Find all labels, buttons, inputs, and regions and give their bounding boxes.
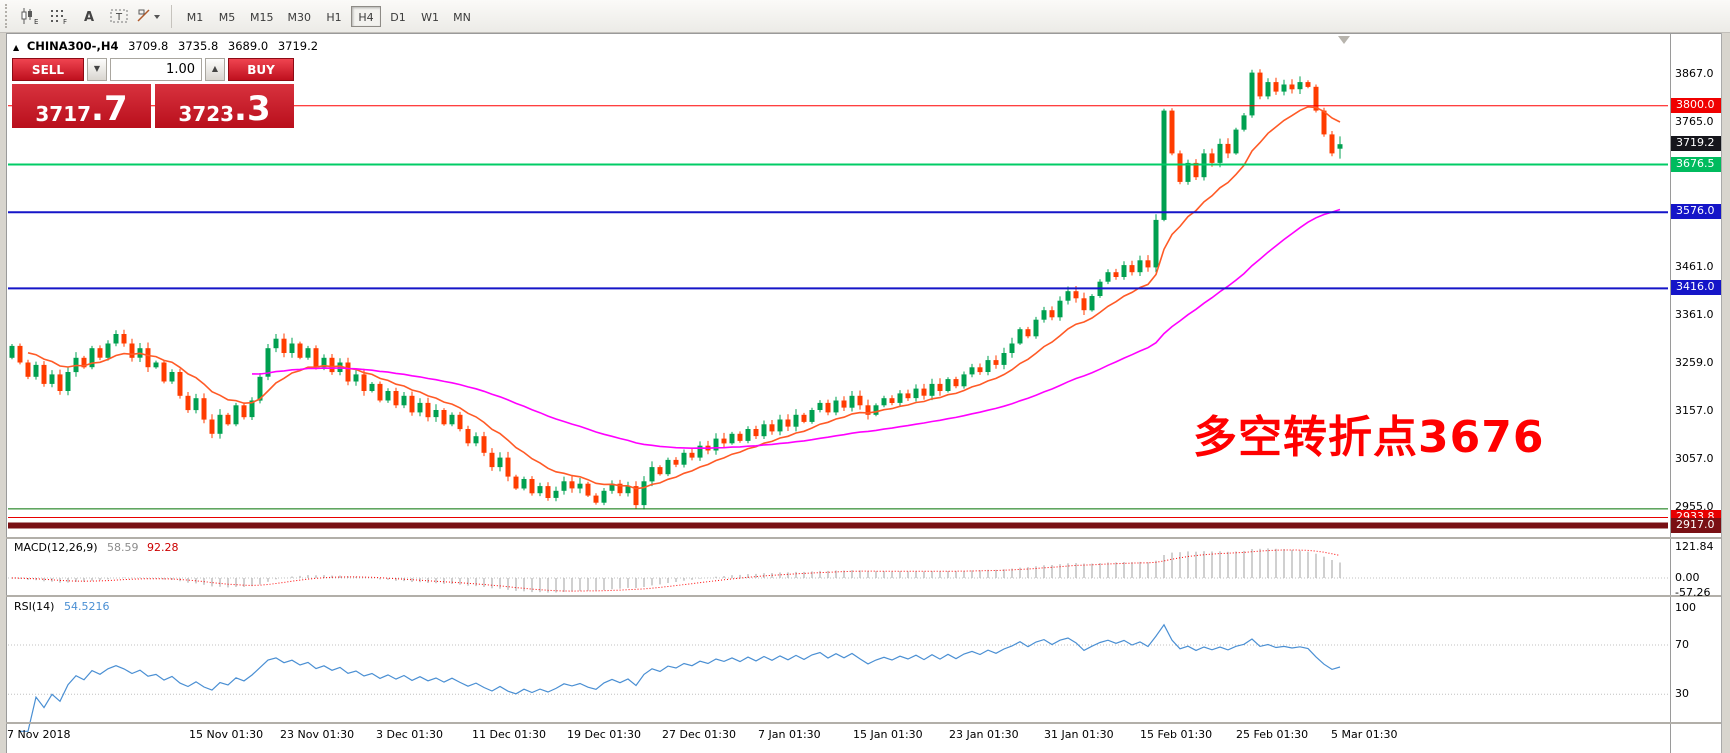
chart-annotation[interactable]: 多空转折点3676 <box>1193 412 1545 463</box>
panel-separator[interactable] <box>6 595 1722 597</box>
macd-axis-label: -57.26 <box>1675 585 1711 599</box>
svg-text:F: F <box>63 18 67 25</box>
symbol-marker-icon: ▲ <box>13 43 20 52</box>
sell-button[interactable]: SELL <box>12 58 84 81</box>
timeframe-h4[interactable]: H4 <box>351 5 381 27</box>
time-axis-label: 11 Dec 01:30 <box>472 728 546 741</box>
price-tag: 3800.0 <box>1671 97 1721 113</box>
time-axis-label: 15 Nov 01:30 <box>189 728 264 741</box>
rsi-value: 54.5216 <box>63 600 110 613</box>
macd-name: MACD(12,26,9) <box>14 541 98 554</box>
ohlc-high: 3735.8 <box>178 39 219 53</box>
price-tag: 3719.2 <box>1671 136 1721 152</box>
timeframe-m30[interactable]: M30 <box>287 10 312 24</box>
price-tag: 3676.5 <box>1671 156 1721 172</box>
timeframe-d1[interactable]: D1 <box>390 10 406 24</box>
toolbar-separator <box>171 4 172 28</box>
price-axis-label: 3765.0 <box>1675 115 1714 129</box>
time-axis-label: 15 Feb 01:30 <box>1140 728 1213 741</box>
buy-price-pips: .3 <box>234 89 271 130</box>
toolbar-grip[interactable] <box>5 4 9 28</box>
panel-separator[interactable] <box>6 537 1722 539</box>
buy-price-display[interactable]: 3723.3 <box>155 84 294 128</box>
timeframe-m5[interactable]: M5 <box>218 10 236 24</box>
time-axis-label: 3 Dec 01:30 <box>376 728 443 741</box>
timeframe-toolbar: M1 M5 M15 M30 H1 H4 D1 W1 MN <box>179 5 478 27</box>
rsi-axis-label: 30 <box>1675 687 1689 701</box>
toolbar: E F A T M1 M5 M15 M30 H1 H4 D1 W1 MN <box>0 0 1730 33</box>
svg-text:E: E <box>34 18 38 25</box>
symbol-period: CHINA300-,H4 <box>26 39 119 53</box>
buy-button[interactable]: BUY <box>228 58 294 81</box>
ohlc-low: 3689.0 <box>227 39 269 53</box>
ohlc-close: 3719.2 <box>277 39 319 53</box>
price-tag: 3416.0 <box>1671 280 1721 296</box>
volume-up-button[interactable]: ▲ <box>205 58 225 81</box>
ohlc-open: 3709.8 <box>128 39 169 53</box>
sell-price-display[interactable]: 3717.7 <box>12 84 151 128</box>
volume-input[interactable] <box>110 58 202 81</box>
buy-price-main: 3723 <box>178 102 235 126</box>
timeframe-m15[interactable]: M15 <box>250 10 274 24</box>
time-axis-label: 19 Dec 01:30 <box>567 728 641 741</box>
rsi-axis-label: 70 <box>1675 637 1689 651</box>
time-axis-label: 31 Jan 01:30 <box>1044 728 1114 741</box>
svg-text:A: A <box>84 10 94 25</box>
chart-canvas[interactable] <box>6 33 1730 753</box>
one-click-trading-panel: SELL ▼ ▲ BUY 3717.7 3723.3 <box>12 58 294 128</box>
draw-objects-icon[interactable] <box>134 3 164 30</box>
price-axis-label: 3867.0 <box>1675 67 1714 80</box>
macd-main-value: 58.59 <box>107 541 139 554</box>
price-tag: 2917.0 <box>1671 517 1721 533</box>
volume-down-button[interactable]: ▼ <box>87 58 107 81</box>
macd-signal-value: 92.28 <box>147 541 179 554</box>
chart-header: ▲ CHINA300-,H4 3709.8 3735.8 3689.0 3719… <box>13 39 324 53</box>
grid-snap-icon[interactable]: F <box>44 3 74 30</box>
price-tag: 3576.0 <box>1671 204 1721 220</box>
time-axis-label: 15 Jan 01:30 <box>853 728 923 741</box>
price-axis-label: 3157.0 <box>1675 404 1714 418</box>
timeframe-h1[interactable]: H1 <box>326 10 342 24</box>
time-axis-label: 7 Jan 01:30 <box>758 728 821 741</box>
timeframe-m1[interactable]: M1 <box>186 10 204 24</box>
time-axis-separator <box>6 722 1722 724</box>
candlestick-chart-icon[interactable]: E <box>14 3 44 30</box>
price-axis-label: 3461.0 <box>1675 259 1714 273</box>
time-axis-label: 7 Nov 2018 <box>7 728 71 741</box>
text-label-icon[interactable]: A <box>74 3 104 30</box>
rsi-label: RSI(14) 54.5216 <box>14 600 109 613</box>
rsi-name: RSI(14) <box>14 600 55 613</box>
time-axis-label: 23 Nov 01:30 <box>280 728 355 741</box>
sell-price-pips: .7 <box>91 89 128 130</box>
timeframe-mn[interactable]: MN <box>453 10 471 24</box>
chart-shift-icon[interactable] <box>1338 36 1350 44</box>
macd-label: MACD(12,26,9) 58.59 92.28 <box>14 541 179 554</box>
time-axis-label: 25 Feb 01:30 <box>1236 728 1309 741</box>
time-axis-label: 5 Mar 01:30 <box>1331 728 1398 741</box>
price-axis-label: 3259.0 <box>1675 355 1714 369</box>
window-edge <box>1721 33 1730 753</box>
macd-axis-label: 121.84 <box>1675 540 1714 553</box>
sell-price-main: 3717 <box>35 102 92 126</box>
timeframe-w1[interactable]: W1 <box>421 10 439 24</box>
time-axis-label: 27 Dec 01:30 <box>662 728 736 741</box>
svg-text:T: T <box>115 12 123 23</box>
rsi-axis-label: 100 <box>1675 601 1696 614</box>
price-axis-border <box>1670 33 1671 753</box>
price-axis-label: 3057.0 <box>1675 451 1714 465</box>
text-frame-icon[interactable]: T <box>104 3 134 30</box>
macd-axis-label: 0.00 <box>1675 571 1700 584</box>
time-axis-label: 23 Jan 01:30 <box>949 728 1019 741</box>
price-axis-label: 3361.0 <box>1675 307 1714 321</box>
